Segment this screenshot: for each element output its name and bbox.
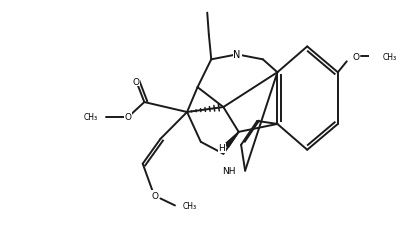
Text: O: O bbox=[125, 113, 132, 122]
Text: O: O bbox=[151, 191, 158, 200]
Text: CH₃: CH₃ bbox=[382, 53, 396, 62]
Polygon shape bbox=[225, 132, 239, 148]
Text: NH: NH bbox=[222, 166, 235, 175]
Text: CH₃: CH₃ bbox=[183, 201, 197, 210]
Text: O: O bbox=[352, 53, 359, 62]
Text: N: N bbox=[233, 50, 241, 60]
Text: H: H bbox=[218, 144, 225, 153]
Text: O: O bbox=[133, 77, 140, 86]
Text: CH₃: CH₃ bbox=[83, 113, 98, 122]
